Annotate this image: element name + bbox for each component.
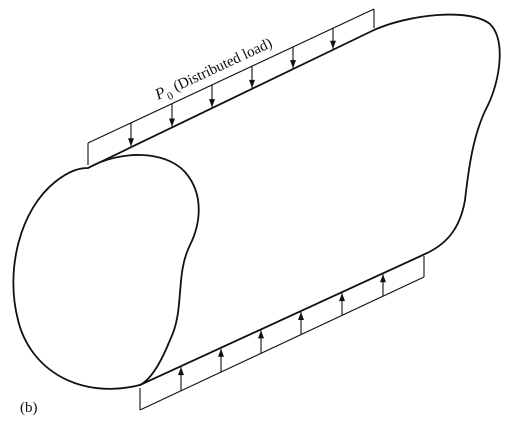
bottom-load-arrow	[178, 367, 184, 391]
top-load-arrows	[128, 28, 336, 147]
top-load-arrow	[330, 28, 336, 49]
top-load-arrow	[209, 84, 215, 108]
bottom-load-arrows	[178, 274, 386, 391]
top-load-arrow	[249, 66, 255, 88]
top-load-arrow	[169, 103, 175, 127]
top-load-arrow	[290, 46, 296, 69]
bottom-load-arrow	[380, 274, 386, 297]
panel-label: (b)	[20, 400, 38, 416]
top-load-frame	[87, 8, 375, 144]
bottom-load-arrow	[258, 330, 264, 354]
top-load-arrow	[128, 122, 134, 147]
cross-section-outline	[87, 154, 200, 386]
bottom-load-arrow	[218, 348, 224, 373]
load-label: P 0 (Distributed load)	[152, 35, 275, 104]
bottom-load-frame	[139, 276, 425, 411]
load-subscript: 0	[165, 90, 176, 103]
bottom-load-arrow	[339, 293, 345, 316]
body-outline	[12, 13, 501, 390]
bottom-load-arrow	[298, 311, 304, 335]
